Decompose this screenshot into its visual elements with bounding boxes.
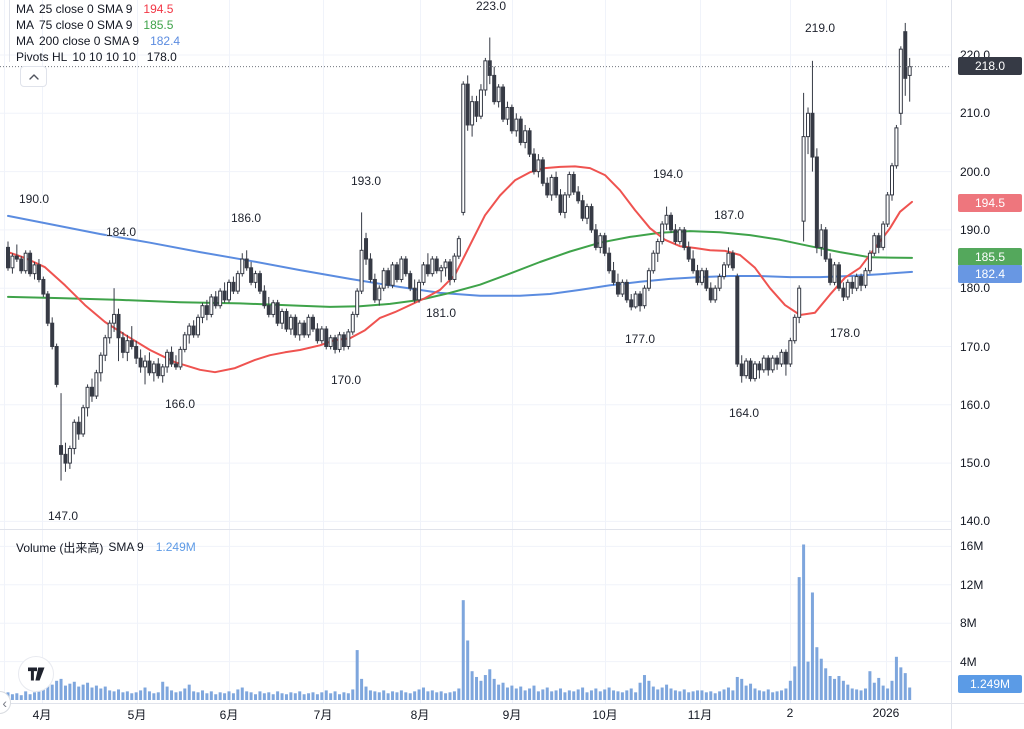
pivot-label: 177.0 bbox=[624, 332, 656, 346]
pivot-label: 178.0 bbox=[829, 326, 861, 340]
price-tick-label: 180.0 bbox=[960, 281, 991, 296]
indicator-title: MA bbox=[16, 18, 34, 32]
price-tick-label: 140.0 bbox=[960, 514, 991, 529]
tradingview-mark-icon bbox=[27, 667, 44, 681]
time-axis-label: 9月 bbox=[502, 708, 522, 722]
time-axis-label: 2026 bbox=[872, 706, 900, 720]
indicator-title: MA bbox=[16, 2, 34, 16]
price-tick-label: 190.0 bbox=[960, 222, 991, 237]
volume-tick-label: 8M bbox=[960, 616, 977, 631]
volume-legend[interactable]: Volume (出来高) SMA 9 1.249M bbox=[16, 539, 196, 555]
indicator-params: 10 10 10 10 bbox=[72, 50, 136, 64]
time-axis-label: 4月 bbox=[32, 708, 52, 722]
indicator-value: 194.5 bbox=[143, 2, 174, 16]
volume-indicator-value: 1.249M bbox=[155, 540, 196, 554]
pivot-label: 147.0 bbox=[47, 509, 79, 523]
legend-row-pivots-hl[interactable]: Pivots HL 10 10 10 10 178.0 bbox=[16, 49, 180, 65]
indicator-legend: MA 25 close 0 SMA 9 194.5 MA 75 close 0 … bbox=[16, 1, 180, 65]
price-tick-label: 200.0 bbox=[960, 164, 991, 179]
price-axis-badge: 182.4 bbox=[958, 265, 1022, 283]
time-axis-label: 6月 bbox=[219, 708, 239, 722]
pivot-label: 193.0 bbox=[350, 174, 382, 188]
pivot-label: 223.0 bbox=[475, 0, 507, 13]
indicator-params: 25 close 0 SMA 9 bbox=[39, 2, 133, 16]
pivot-label: 194.0 bbox=[652, 167, 684, 181]
indicator-params: 200 close 0 SMA 9 bbox=[39, 34, 140, 48]
pivot-label: 166.0 bbox=[164, 397, 196, 411]
time-axis-label: 8月 bbox=[410, 708, 430, 722]
pivot-label: 219.0 bbox=[804, 21, 836, 35]
indicator-value: 182.4 bbox=[150, 34, 181, 48]
price-tick-label: 160.0 bbox=[960, 397, 991, 412]
indicator-value: 178.0 bbox=[146, 50, 177, 64]
legend-collapse-button[interactable] bbox=[20, 66, 47, 87]
legend-row-ma25[interactable]: MA 25 close 0 SMA 9 194.5 bbox=[16, 1, 180, 17]
chevron-up-icon bbox=[28, 73, 39, 80]
pivot-label: 181.0 bbox=[425, 306, 457, 320]
legend-row-ma75[interactable]: MA 75 close 0 SMA 9 185.5 bbox=[16, 17, 180, 33]
indicator-title: MA bbox=[16, 34, 34, 48]
volume-tick-label: 4M bbox=[960, 654, 977, 669]
tradingview-logo[interactable] bbox=[18, 656, 54, 692]
pivot-label: 184.0 bbox=[105, 225, 137, 239]
time-axis-label: 11月 bbox=[687, 708, 713, 722]
pivot-label: 186.0 bbox=[230, 211, 262, 225]
time-axis-label: 5月 bbox=[127, 708, 147, 722]
volume-tick-label: 16M bbox=[960, 539, 984, 554]
chevron-left-icon: ‹ bbox=[2, 694, 7, 711]
price-axis-badge: 218.0 bbox=[958, 57, 1022, 75]
price-axis-badge: 194.5 bbox=[958, 194, 1022, 212]
price-tick-label: 210.0 bbox=[960, 106, 991, 121]
price-axis-badge: 1.249M bbox=[958, 675, 1022, 693]
legend-row-ma200[interactable]: MA 200 close 0 SMA 9 182.4 bbox=[16, 33, 180, 49]
pivot-label: 190.0 bbox=[18, 192, 50, 206]
pivot-label: 187.0 bbox=[713, 208, 745, 222]
pivot-label: 164.0 bbox=[728, 406, 760, 420]
volume-tick-label: 12M bbox=[960, 577, 984, 592]
volume-indicator-title: Volume (出来高) bbox=[16, 540, 104, 555]
volume-indicator-params: SMA 9 bbox=[108, 540, 144, 554]
time-axis-label: 10月 bbox=[592, 708, 618, 722]
time-axis-label: 7月 bbox=[313, 708, 333, 722]
price-tick-label: 170.0 bbox=[960, 339, 991, 354]
indicator-title: Pivots HL bbox=[16, 50, 68, 64]
price-tick-label: 150.0 bbox=[960, 456, 991, 471]
price-axis-badge: 185.5 bbox=[958, 248, 1022, 266]
time-axis-label: 2 bbox=[786, 706, 794, 720]
indicator-value: 185.5 bbox=[143, 18, 174, 32]
indicator-params: 75 close 0 SMA 9 bbox=[39, 18, 133, 32]
pivot-label: 170.0 bbox=[330, 373, 362, 387]
